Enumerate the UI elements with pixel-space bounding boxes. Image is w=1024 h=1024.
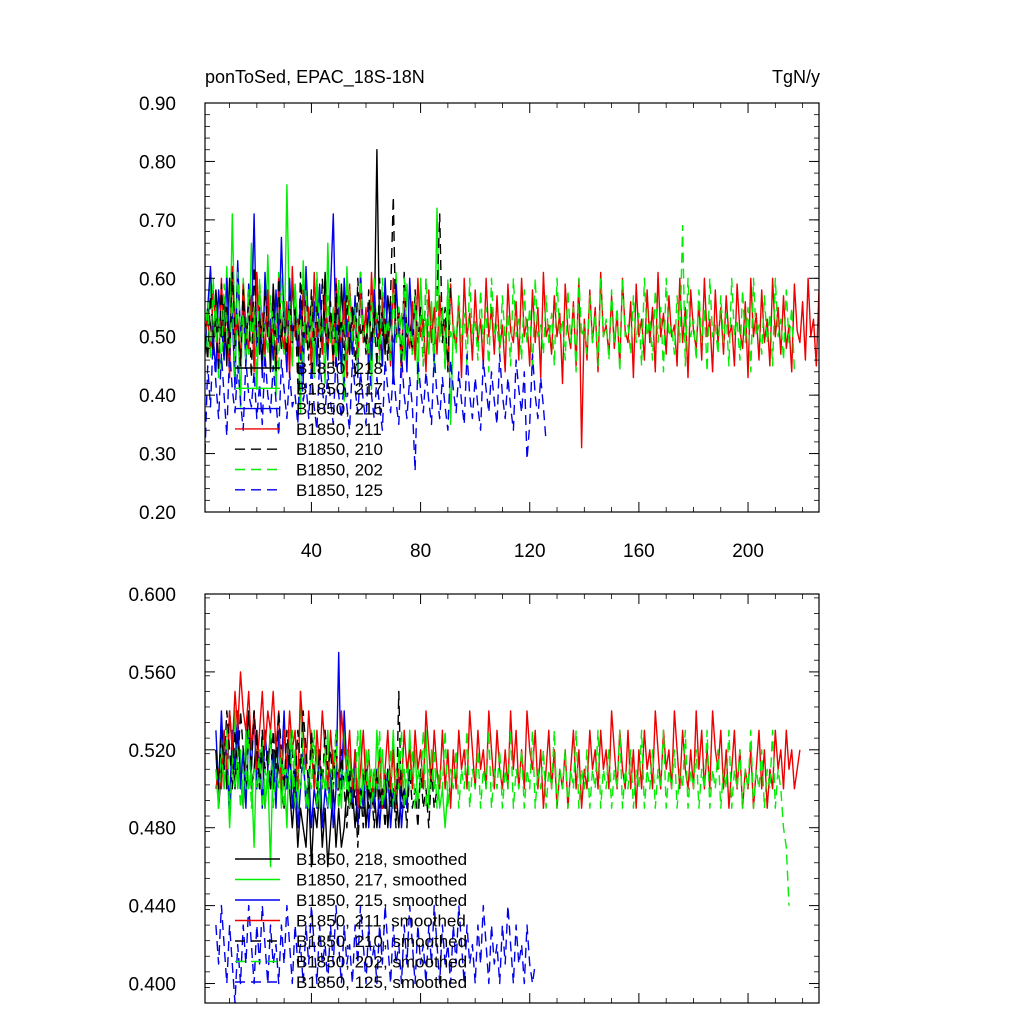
- top-title-right: TgN/y: [772, 67, 820, 87]
- bottom-legend-label: B1850, 210, smoothed: [296, 932, 467, 951]
- bottom-axes: 0.400 0.440 0.480 0.520 0.560 0.600: [128, 585, 820, 1004]
- top-legend-label: B1850, 202: [296, 461, 383, 480]
- top-ytick-label: 0.80: [139, 152, 176, 173]
- bottom-panel: 0.400 0.440 0.480 0.520 0.560 0.600 B1850, 21…: [128, 585, 820, 1004]
- top-xtick-label: 120: [514, 541, 546, 562]
- top-title-left: ponToSed, EPAC_18S-18N: [205, 67, 425, 88]
- top-legend-label: B1850, 211: [296, 420, 382, 439]
- top-plot-frame: [204, 102, 820, 513]
- top-series-line-7: [205, 336, 547, 472]
- bottom-legend-label: B1850, 215, smoothed: [296, 891, 467, 910]
- bottom-legend-label: B1850, 217, smoothed: [296, 871, 467, 890]
- bottom-legend-label: B1850, 211, smoothed: [296, 912, 466, 931]
- top-xtick-label: 80: [410, 541, 431, 562]
- top-legend-label: B1850, 218: [296, 359, 383, 378]
- bottom-plot-frame: [204, 593, 820, 1004]
- bottom-ytick-label: 0.560: [128, 663, 176, 684]
- bottom-series-line-6: [215, 729, 790, 906]
- top-ytick-label: 0.20: [139, 503, 176, 524]
- top-ytick-label: 0.60: [139, 269, 176, 290]
- top-legend-label: B1850, 215: [296, 400, 383, 419]
- top-xtick-label: 40: [301, 541, 322, 562]
- bottom-ytick-label: 0.480: [128, 819, 176, 840]
- bottom-ytick-label: 0.400: [128, 975, 176, 996]
- top-xtick-label: 160: [623, 541, 655, 562]
- top-ytick-label: 0.30: [139, 445, 176, 466]
- bottom-ytick-label: 0.440: [128, 897, 176, 918]
- top-ytick-label: 0.40: [139, 386, 176, 407]
- top-legend-label: B1850, 217: [296, 379, 383, 398]
- bottom-legend-label: B1850, 125, smoothed: [296, 973, 467, 992]
- bottom-plot-area: [215, 651, 801, 1004]
- bottom-ytick-label: 0.600: [128, 585, 176, 606]
- top-legend-label: B1850, 125: [296, 481, 383, 500]
- bottom-legend-label: B1850, 202, smoothed: [296, 953, 467, 972]
- top-plot-area: [205, 148, 819, 472]
- top-ytick-label: 0.70: [139, 211, 176, 232]
- bottom-legend: B1850, 218, smoothed B1850, 217, smoothed…: [235, 850, 467, 992]
- top-xtick-label: 200: [732, 541, 764, 562]
- top-panel: ponToSed, EPAC_18S-18N TgN/y 0.20 0.30 0.4…: [139, 67, 820, 562]
- top-axes: 0.20 0.30 0.40 0.50 0.60 0.70 0.80 0.90 40 80 120 1…: [139, 94, 820, 562]
- top-ytick-label: 0.90: [139, 94, 176, 115]
- top-legend-label: B1850, 210: [296, 440, 383, 459]
- bottom-series-line-5: [215, 690, 438, 848]
- bottom-series-line-7: [215, 904, 536, 1004]
- top-ytick-label: 0.50: [139, 328, 176, 349]
- bottom-legend-label: B1850, 218, smoothed: [296, 850, 467, 869]
- bottom-ytick-label: 0.520: [128, 741, 176, 762]
